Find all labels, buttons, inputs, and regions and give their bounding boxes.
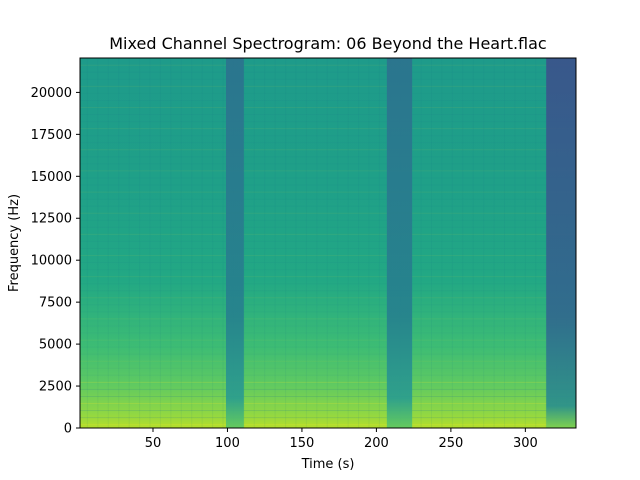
x-tick-label: 50 bbox=[145, 436, 162, 451]
y-tick-label: 15000 bbox=[31, 170, 72, 185]
x-axis-label: Time (s) bbox=[301, 457, 355, 472]
spectrogram-background bbox=[80, 58, 576, 428]
y-tick-label: 20000 bbox=[31, 86, 72, 101]
y-tick-label: 5000 bbox=[39, 338, 72, 353]
y-axis: 0 2500 5000 7500 10000 12500 15000 17500 20000 bbox=[31, 86, 80, 437]
x-axis: 50 100 150 200 250 300 bbox=[145, 428, 538, 451]
y-tick-label: 0 bbox=[64, 422, 72, 437]
y-tick-label: 10000 bbox=[31, 254, 72, 269]
y-axis-label: Frequency (Hz) bbox=[7, 194, 22, 292]
x-tick-label: 200 bbox=[364, 436, 389, 451]
quiet-section bbox=[546, 58, 576, 428]
quiet-sections bbox=[225, 58, 576, 428]
quiet-section bbox=[386, 58, 413, 428]
x-tick-label: 150 bbox=[290, 436, 315, 451]
y-tick-label: 7500 bbox=[39, 296, 72, 311]
x-tick-label: 300 bbox=[513, 436, 538, 451]
y-tick-label: 2500 bbox=[39, 380, 72, 395]
quiet-section bbox=[225, 58, 244, 428]
y-tick-label: 12500 bbox=[31, 212, 72, 227]
x-tick-label: 100 bbox=[215, 436, 240, 451]
plot-frame bbox=[79, 57, 577, 429]
x-tick-label: 250 bbox=[438, 436, 463, 451]
chart-title: Mixed Channel Spectrogram: 06 Beyond the… bbox=[109, 34, 546, 53]
spectrogram-plot-area bbox=[79, 57, 577, 429]
y-tick-label: 17500 bbox=[31, 128, 72, 143]
